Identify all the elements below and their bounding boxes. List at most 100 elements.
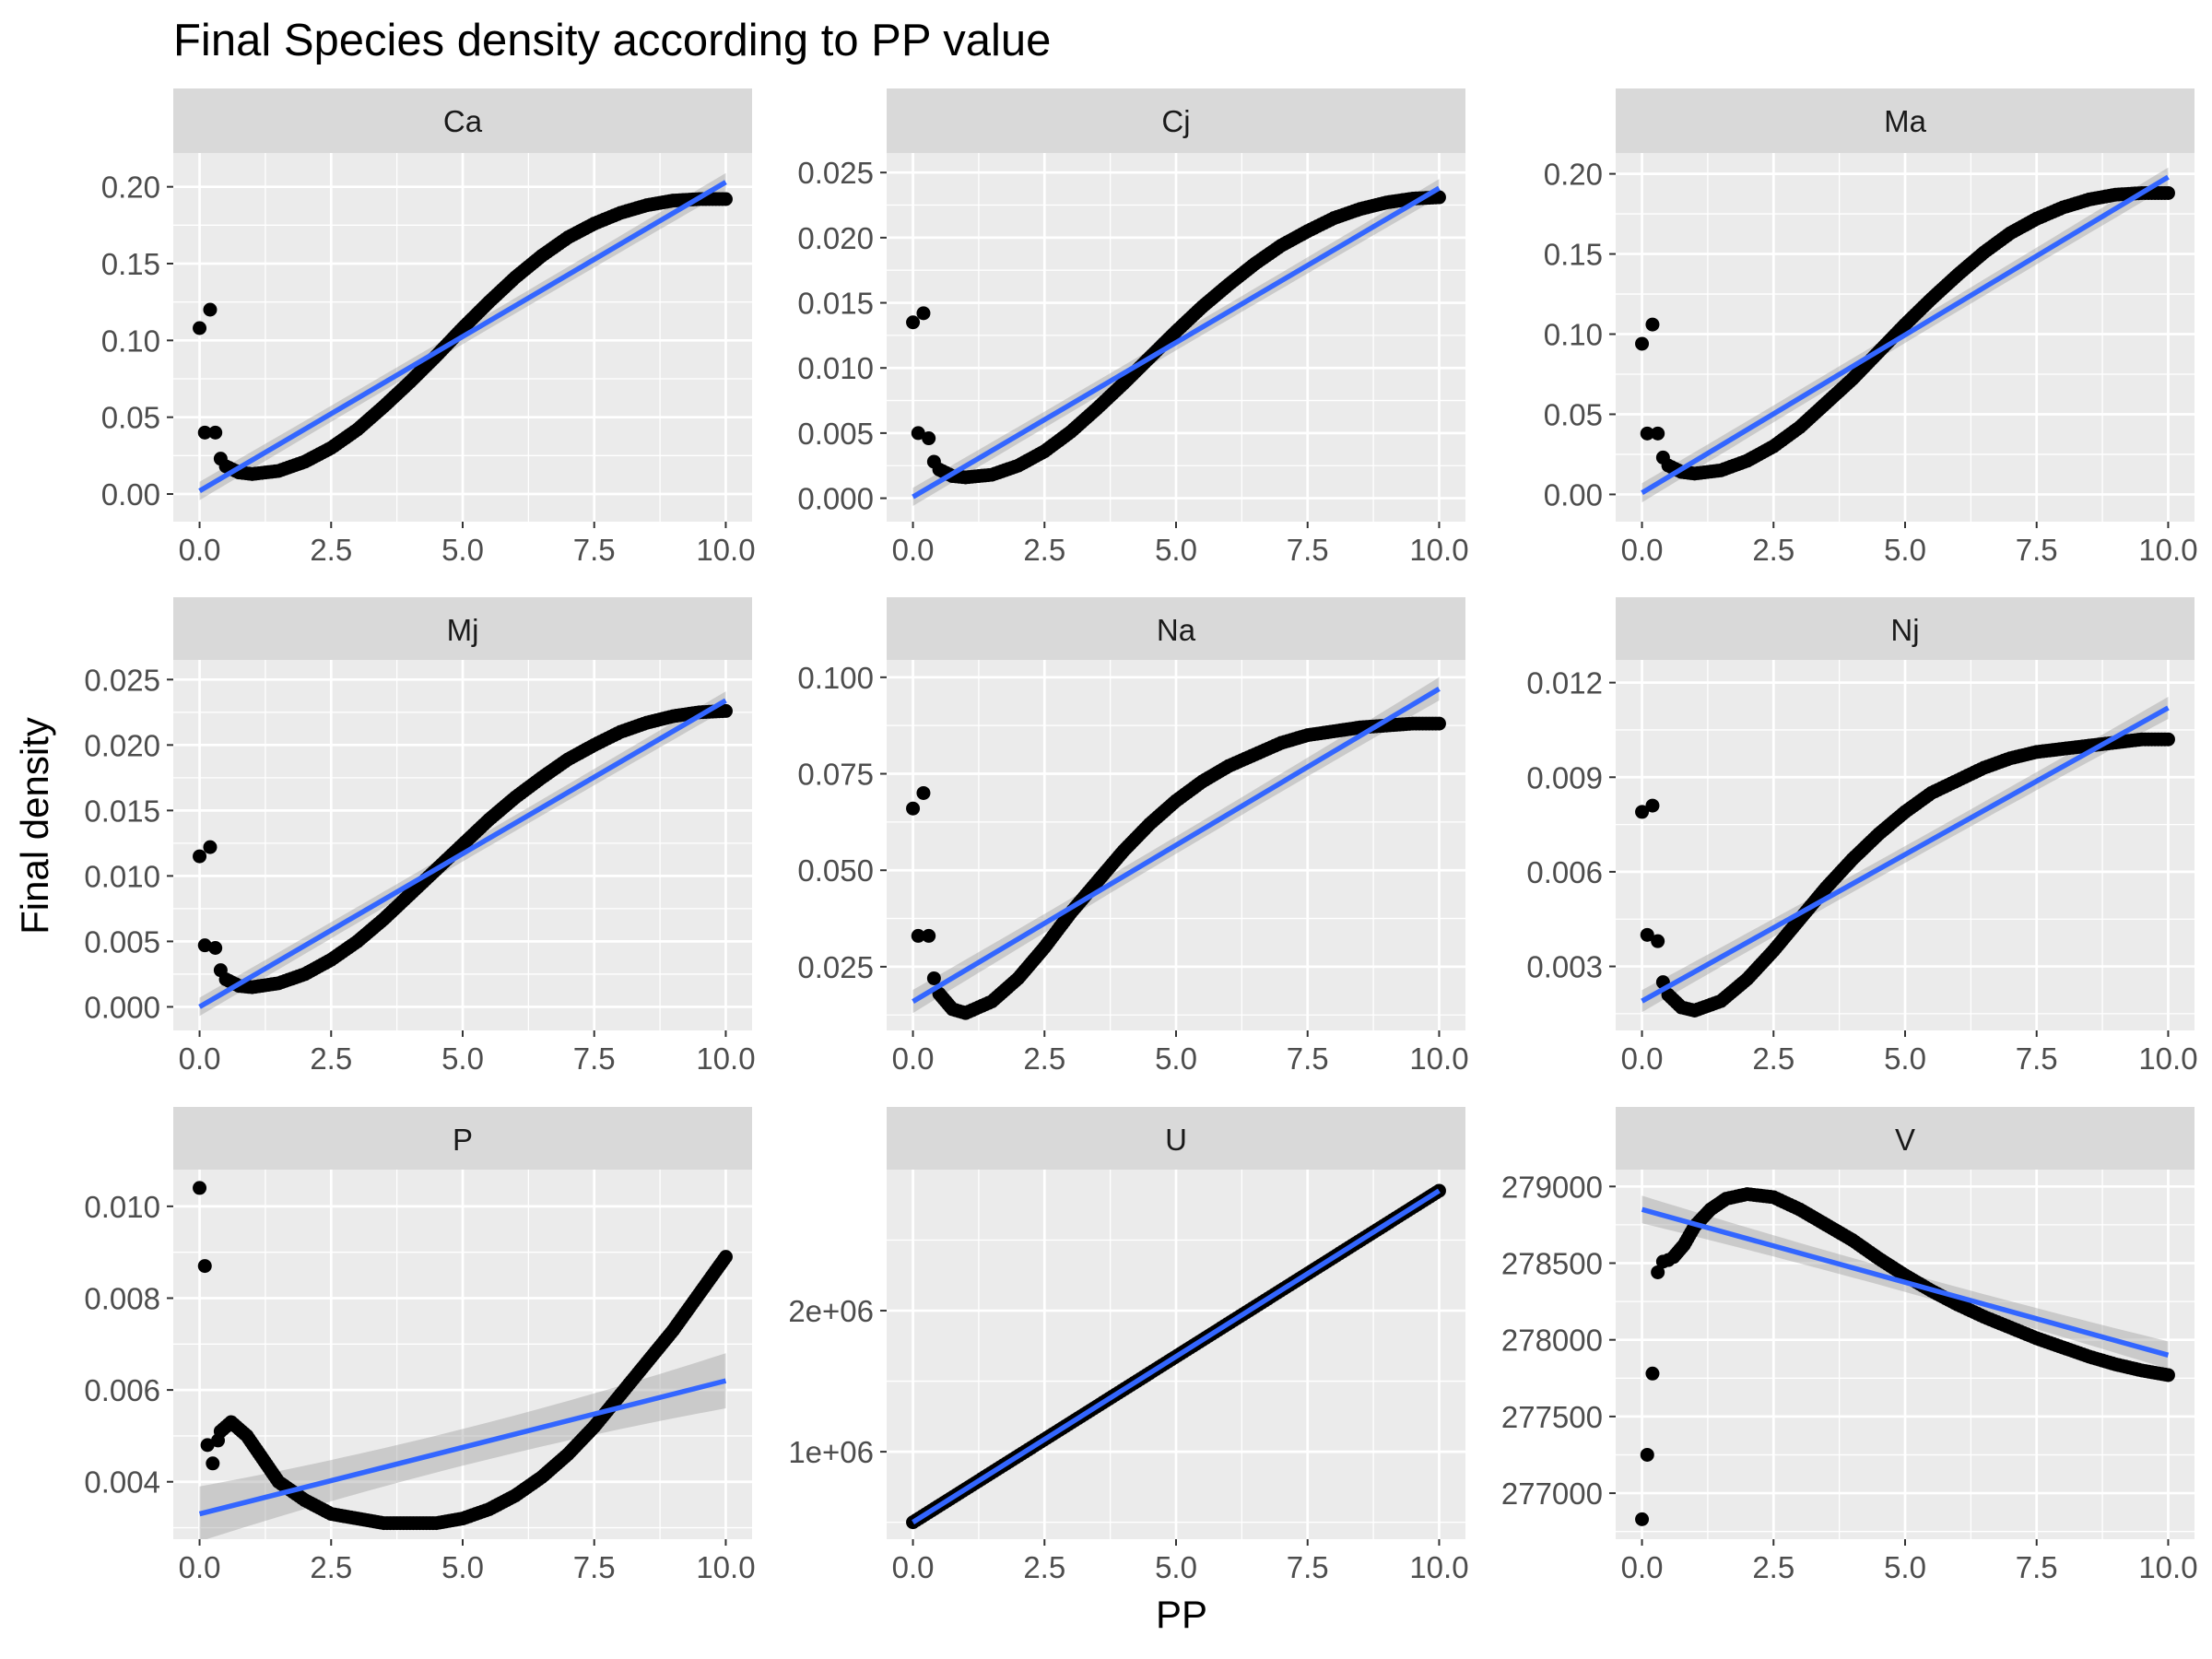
- x-tick-label: 5.0: [1884, 1041, 1926, 1076]
- fit-line-mj: [198, 698, 727, 1009]
- data-point: [922, 431, 936, 446]
- strip-label-v: V: [1895, 1123, 1915, 1157]
- y-tick-label: 0.003: [1526, 950, 1603, 984]
- y-tick-label: 0.100: [797, 661, 874, 695]
- x-tick-label: 10.0: [1409, 1550, 1468, 1584]
- x-tick-label: 0.0: [892, 1550, 935, 1584]
- data-point: [203, 302, 218, 317]
- y-tick-label: 0.005: [797, 417, 874, 451]
- strip-label-u: U: [1165, 1123, 1187, 1157]
- data-point: [916, 785, 931, 800]
- x-tick-label: 2.5: [310, 533, 352, 567]
- fit-line-ca: [198, 180, 727, 494]
- data-point: [926, 454, 941, 469]
- data-point: [1645, 317, 1660, 332]
- data-point: [2160, 732, 2175, 747]
- y-tick-label: 0.015: [84, 794, 160, 828]
- x-tick-label: 10.0: [696, 1041, 755, 1076]
- x-tick-label: 2.5: [1023, 533, 1065, 567]
- y-tick-label: 0.000: [797, 482, 874, 516]
- x-tick-label: 0.0: [1621, 1550, 1664, 1584]
- data-point: [1635, 336, 1650, 351]
- data-point: [213, 452, 228, 466]
- y-tick-label: 0.20: [1544, 158, 1603, 192]
- x-tick-label: 7.5: [1287, 1041, 1329, 1076]
- panel-p: P 0.0 2.5 5.0 7.5 10.0 0.004 0.006 0.008 0.010: [84, 1107, 756, 1584]
- x-tick-label: 0.0: [179, 1550, 221, 1584]
- x-tick-label: 10.0: [2138, 1550, 2197, 1584]
- y-tick-label: 279000: [1501, 1170, 1603, 1204]
- data-point: [1655, 450, 1670, 465]
- x-tick-label: 7.5: [573, 1041, 616, 1076]
- data-point: [1640, 426, 1654, 441]
- data-point: [911, 426, 925, 441]
- y-tick-label: 0.025: [797, 156, 874, 190]
- strip-v: [1616, 1107, 2194, 1171]
- strip-p: [173, 1107, 752, 1171]
- y-tick-label: 0.010: [84, 1190, 160, 1224]
- y-tick-label: 2e+06: [788, 1294, 874, 1328]
- panel-ca: Ca 0.0 2.5 5.0 7.5 10.0 0.00 0.05 0.10 0.15 0.20: [101, 88, 756, 567]
- y-tick-label: 0.15: [101, 247, 160, 281]
- fit-line-na: [912, 687, 1441, 1004]
- x-tick-label: 10.0: [2138, 533, 2197, 567]
- x-tick-label: 10.0: [696, 1550, 755, 1584]
- data-point: [1651, 1265, 1665, 1279]
- data-point: [1431, 190, 1446, 205]
- fit-line-ma: [1641, 174, 2170, 496]
- x-tick-label: 7.5: [573, 1550, 616, 1584]
- data-point: [1635, 805, 1650, 819]
- y-tick-label: 0.020: [84, 728, 160, 762]
- panel-mj: Mj 0.0 2.5 5.0 7.5 10.0 0.000 0.005 0.010 0.015 0.…: [84, 597, 756, 1076]
- x-tick-label: 2.5: [1023, 1041, 1065, 1076]
- data-point: [208, 425, 223, 440]
- y-tick-label: 0.004: [84, 1465, 160, 1500]
- plot-area-ca: [193, 172, 733, 500]
- y-tick-label: 0.20: [101, 171, 160, 205]
- y-tick-label: 0.075: [797, 758, 874, 792]
- x-tick-label: 0.0: [179, 1041, 221, 1076]
- x-tick-label: 2.5: [1752, 533, 1794, 567]
- x-tick-label: 5.0: [441, 1041, 484, 1076]
- y-tick-label: 277000: [1501, 1477, 1603, 1511]
- x-tick-label: 7.5: [2016, 533, 2058, 567]
- y-tick-label: 0.009: [1526, 760, 1603, 794]
- x-tick-label: 7.5: [1287, 533, 1329, 567]
- facet-panels: Ca 0.0 2.5 5.0 7.5 10.0 0.00 0.05 0.10 0.15 0.20 Cj…: [84, 88, 2198, 1584]
- y-tick-label: 0.012: [1526, 666, 1603, 700]
- fit-line-v: [1641, 1206, 2170, 1358]
- panel-cj: Cj 0.0 2.5 5.0 7.5 10.0 0.000 0.005 0.010 0.015 0.…: [797, 88, 1469, 567]
- x-tick-label: 0.0: [1621, 533, 1664, 567]
- y-tick-label: 0.010: [84, 859, 160, 893]
- x-tick-label: 2.5: [1023, 1550, 1065, 1584]
- strip-mj: [173, 597, 752, 662]
- x-tick-label: 2.5: [1752, 1550, 1794, 1584]
- strip-nj: [1616, 597, 2194, 662]
- y-tick-label: 0.05: [1544, 397, 1603, 431]
- y-tick-label: 0.025: [84, 663, 160, 697]
- strip-na: [887, 597, 1465, 662]
- x-tick-label: 10.0: [1409, 1041, 1468, 1076]
- y-tick-label: 0.020: [797, 221, 874, 255]
- plot-area-cj: [906, 179, 1446, 507]
- data-point: [193, 321, 207, 335]
- plot-area-na: [906, 677, 1446, 1020]
- panel-nj: Nj 0.0 2.5 5.0 7.5 10.0 0.003 0.006 0.009 0.012: [1526, 597, 2198, 1076]
- panel-v: V 0.0 2.5 5.0 7.5 10.0 277000 277500 278000 27850…: [1501, 1107, 2198, 1584]
- y-tick-label: 0.15: [1544, 238, 1603, 272]
- x-tick-label: 0.0: [892, 1041, 935, 1076]
- data-point: [203, 840, 218, 854]
- strip-ca: [173, 88, 752, 153]
- y-tick-label: 0.05: [101, 401, 160, 435]
- x-tick-label: 5.0: [1155, 533, 1197, 567]
- data-point: [1661, 1253, 1676, 1267]
- plot-area-p: [193, 1181, 733, 1539]
- plot-area-mj: [193, 691, 733, 1017]
- x-tick-label: 2.5: [310, 1550, 352, 1584]
- y-tick-label: 278000: [1501, 1324, 1603, 1358]
- x-tick-label: 5.0: [441, 533, 484, 567]
- x-tick-label: 2.5: [310, 1041, 352, 1076]
- data-point: [1651, 426, 1665, 441]
- strip-label-ma: Ma: [1884, 104, 1926, 138]
- data-point: [911, 928, 925, 943]
